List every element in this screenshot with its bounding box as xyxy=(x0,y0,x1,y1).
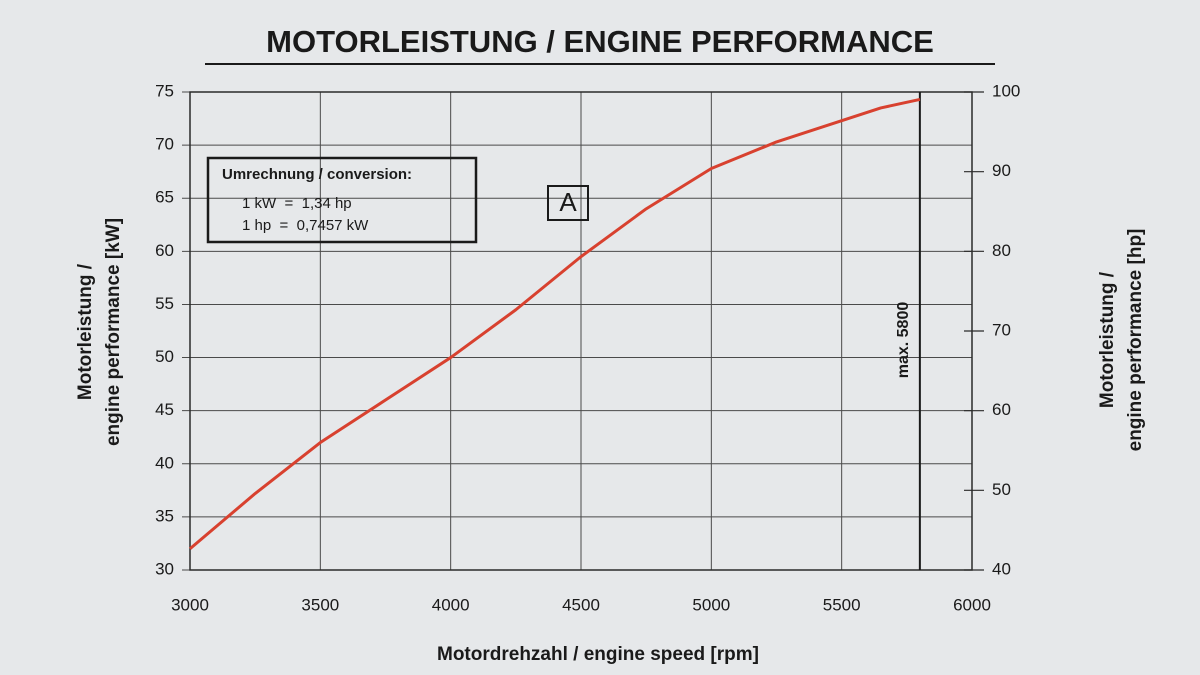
power-curve xyxy=(189,97,921,550)
x-tick-label: 3500 xyxy=(301,595,339,614)
y-tick-label: 55 xyxy=(155,294,174,313)
y-tick-label: 60 xyxy=(155,241,174,260)
x-tick-label: 6000 xyxy=(953,595,991,614)
marker-box xyxy=(547,185,589,221)
marker-label: A xyxy=(559,187,577,217)
y-tick-label: 50 xyxy=(155,347,174,366)
x-tick-label: 4000 xyxy=(432,595,470,614)
x-axis-label: Motordrehzahl / engine speed [rpm] xyxy=(437,644,759,665)
x-tick-label: 5000 xyxy=(692,595,730,614)
max-label: max. 5800 xyxy=(895,302,912,379)
y-tick-label: 45 xyxy=(155,400,174,419)
y-tick-label: 35 xyxy=(155,506,174,525)
y2-tick-label: 50 xyxy=(992,480,1011,499)
y-tick-label: 65 xyxy=(155,188,174,207)
y2-tick-label: 40 xyxy=(992,559,1011,578)
y-tick-label: 75 xyxy=(155,81,174,100)
conversion-box xyxy=(206,156,478,244)
y2-tick-label: 70 xyxy=(992,320,1011,339)
x-tick-label: 4500 xyxy=(562,595,600,614)
conversion-line: 1 hp = 0,7457 kW xyxy=(242,217,369,234)
y2-tick-label: 80 xyxy=(992,241,1011,260)
y2-axis-label: Motorleistung / xyxy=(1097,271,1118,408)
y2-axis-label: engine performance [hp] xyxy=(1125,229,1146,452)
x-tick-label: 5500 xyxy=(823,595,861,614)
y2-tick-label: 60 xyxy=(992,400,1011,419)
y2-tick-label: 90 xyxy=(992,161,1011,180)
y-axis-label: Motorleistung / xyxy=(75,263,96,400)
y2-tick-label: 100 xyxy=(992,81,1020,100)
y-axis-label: engine performance [kW] xyxy=(103,218,124,446)
conversion-line: 1 kW = 1,34 hp xyxy=(242,195,352,212)
conversion-heading: Umrechnung / conversion: xyxy=(222,166,412,183)
plot-frame xyxy=(189,91,973,571)
y-tick-label: 40 xyxy=(155,453,174,472)
y-tick-label: 30 xyxy=(155,559,174,578)
x-tick-label: 3000 xyxy=(171,595,209,614)
y-tick-label: 70 xyxy=(155,135,174,154)
chart-title: MOTORLEISTUNG / ENGINE PERFORMANCE xyxy=(266,24,934,59)
